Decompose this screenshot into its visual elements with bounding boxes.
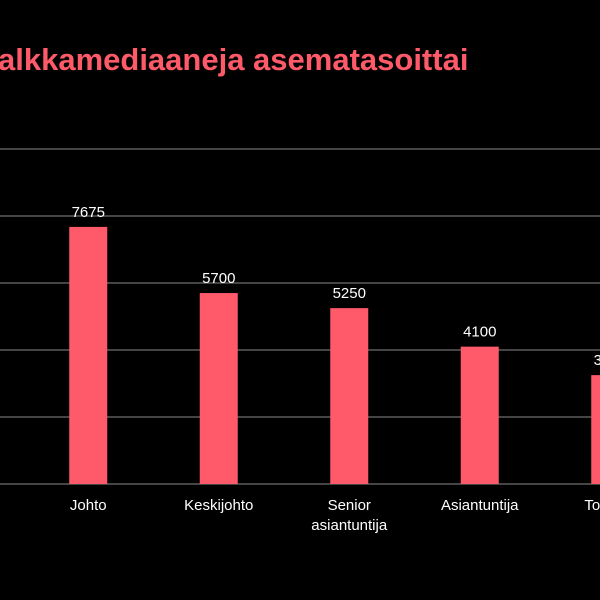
x-tick-label: Johto [70,497,107,514]
value-label: 3250 [594,352,600,369]
bar [69,226,108,484]
x-tick-label: Senior asiantuntija [311,497,388,534]
chart-title: alkkamediaaneja asematasoittai [0,42,468,77]
value-label: 5700 [202,270,235,287]
value-label: 4100 [463,324,496,341]
bar [199,293,238,484]
x-tick-label: Toimihe [584,497,600,514]
x-tick-label: Keskijohto [184,497,253,514]
value-label: 7675 [72,204,105,221]
bar [330,308,369,484]
bar [460,346,499,484]
x-tick-label: Asiantuntija [441,497,519,514]
bar [591,375,600,484]
value-label: 5250 [333,285,366,302]
